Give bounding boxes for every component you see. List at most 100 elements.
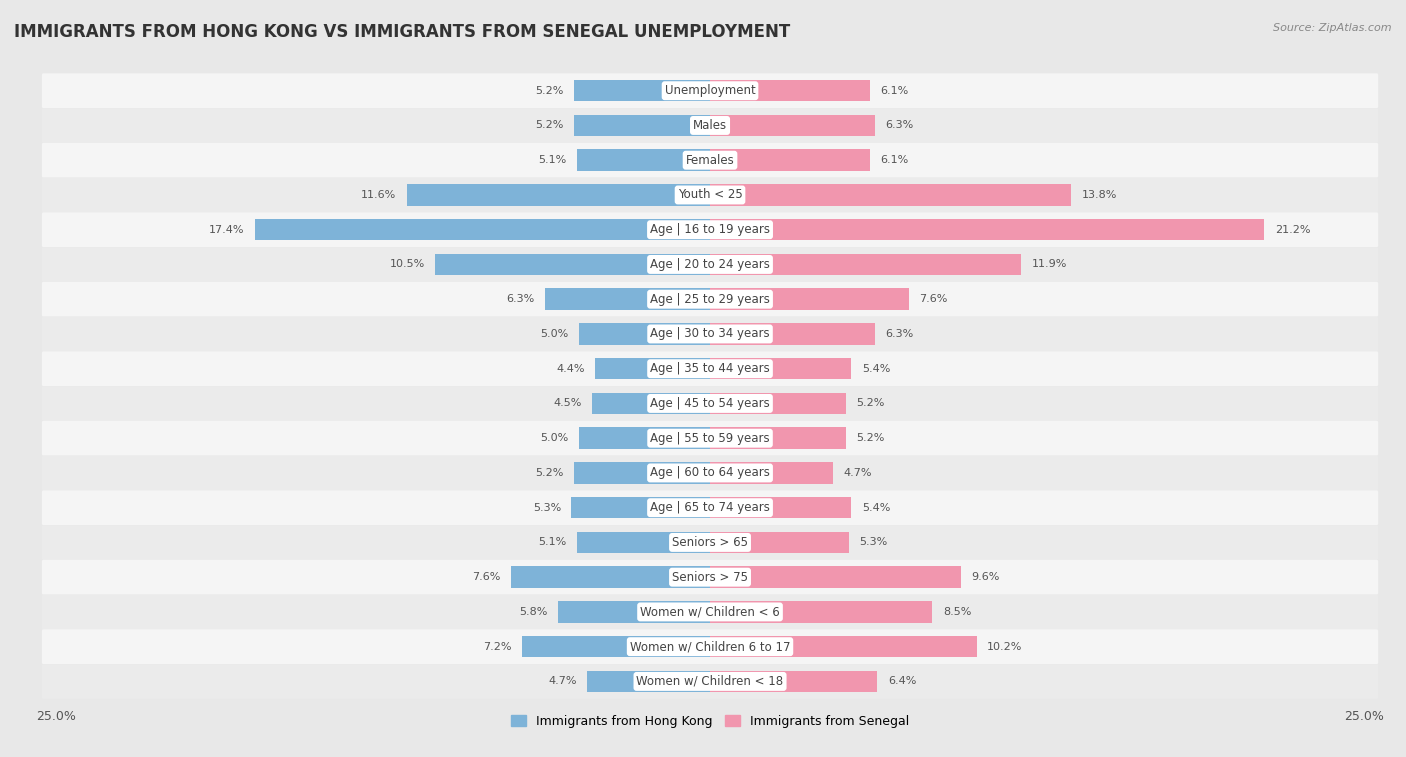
Text: IMMIGRANTS FROM HONG KONG VS IMMIGRANTS FROM SENEGAL UNEMPLOYMENT: IMMIGRANTS FROM HONG KONG VS IMMIGRANTS … [14, 23, 790, 41]
Text: 5.2%: 5.2% [536, 86, 564, 95]
Text: 5.8%: 5.8% [519, 607, 548, 617]
Text: Age | 45 to 54 years: Age | 45 to 54 years [650, 397, 770, 410]
Text: 5.4%: 5.4% [862, 503, 890, 512]
FancyBboxPatch shape [42, 108, 1378, 143]
Text: 13.8%: 13.8% [1081, 190, 1116, 200]
Bar [710, 671, 877, 692]
Text: Age | 65 to 74 years: Age | 65 to 74 years [650, 501, 770, 514]
Bar [595, 358, 710, 379]
Text: Women w/ Children < 6: Women w/ Children < 6 [640, 606, 780, 618]
Text: 21.2%: 21.2% [1275, 225, 1310, 235]
FancyBboxPatch shape [42, 456, 1378, 491]
FancyBboxPatch shape [42, 212, 1378, 247]
Text: Women w/ Children 6 to 17: Women w/ Children 6 to 17 [630, 640, 790, 653]
FancyBboxPatch shape [42, 386, 1378, 421]
Bar [710, 80, 869, 101]
Text: 5.0%: 5.0% [540, 433, 569, 443]
Bar [710, 184, 1071, 206]
Bar [579, 323, 710, 344]
Text: Age | 55 to 59 years: Age | 55 to 59 years [650, 431, 770, 444]
FancyBboxPatch shape [42, 421, 1378, 456]
Text: 11.9%: 11.9% [1032, 260, 1067, 269]
Text: 5.2%: 5.2% [536, 468, 564, 478]
FancyBboxPatch shape [42, 629, 1378, 664]
Text: 6.4%: 6.4% [887, 677, 917, 687]
Text: 4.4%: 4.4% [555, 363, 585, 374]
Bar [710, 254, 1021, 276]
Bar [579, 428, 710, 449]
Bar [574, 80, 710, 101]
FancyBboxPatch shape [42, 491, 1378, 525]
FancyBboxPatch shape [42, 560, 1378, 594]
Text: 7.2%: 7.2% [482, 642, 512, 652]
Text: Source: ZipAtlas.com: Source: ZipAtlas.com [1274, 23, 1392, 33]
Bar [710, 288, 908, 310]
FancyBboxPatch shape [42, 73, 1378, 108]
Text: 8.5%: 8.5% [943, 607, 972, 617]
Text: 5.3%: 5.3% [533, 503, 561, 512]
Bar [436, 254, 710, 276]
FancyBboxPatch shape [42, 316, 1378, 351]
Legend: Immigrants from Hong Kong, Immigrants from Senegal: Immigrants from Hong Kong, Immigrants fr… [506, 710, 914, 733]
Text: Age | 25 to 29 years: Age | 25 to 29 years [650, 293, 770, 306]
FancyBboxPatch shape [42, 525, 1378, 560]
Bar [710, 323, 875, 344]
Text: Youth < 25: Youth < 25 [678, 188, 742, 201]
Text: 7.6%: 7.6% [472, 572, 501, 582]
Bar [546, 288, 710, 310]
Bar [254, 219, 710, 241]
Bar [710, 149, 869, 171]
Text: Age | 16 to 19 years: Age | 16 to 19 years [650, 223, 770, 236]
Text: 6.3%: 6.3% [506, 294, 534, 304]
Text: 5.0%: 5.0% [540, 329, 569, 339]
Text: 5.4%: 5.4% [862, 363, 890, 374]
Bar [576, 149, 710, 171]
Bar [710, 358, 851, 379]
Text: Males: Males [693, 119, 727, 132]
Text: Females: Females [686, 154, 734, 167]
Text: 4.7%: 4.7% [548, 677, 576, 687]
Text: 4.5%: 4.5% [554, 398, 582, 409]
FancyBboxPatch shape [42, 282, 1378, 316]
Text: Women w/ Children < 18: Women w/ Children < 18 [637, 675, 783, 688]
Bar [512, 566, 710, 588]
Bar [710, 601, 932, 623]
Text: 17.4%: 17.4% [209, 225, 245, 235]
Bar [710, 463, 832, 484]
Bar [710, 393, 846, 414]
Text: 6.1%: 6.1% [880, 155, 908, 165]
Text: Age | 20 to 24 years: Age | 20 to 24 years [650, 258, 770, 271]
FancyBboxPatch shape [42, 594, 1378, 629]
Text: 5.1%: 5.1% [538, 155, 567, 165]
FancyBboxPatch shape [42, 664, 1378, 699]
Text: 6.3%: 6.3% [886, 329, 914, 339]
Text: 10.5%: 10.5% [389, 260, 425, 269]
Text: Age | 60 to 64 years: Age | 60 to 64 years [650, 466, 770, 479]
Text: 5.2%: 5.2% [856, 433, 884, 443]
Bar [574, 463, 710, 484]
Bar [522, 636, 710, 657]
Bar [406, 184, 710, 206]
Text: Age | 35 to 44 years: Age | 35 to 44 years [650, 362, 770, 375]
Text: 7.6%: 7.6% [920, 294, 948, 304]
Bar [710, 428, 846, 449]
FancyBboxPatch shape [42, 143, 1378, 178]
Bar [710, 531, 849, 553]
Text: 10.2%: 10.2% [987, 642, 1022, 652]
Text: 6.3%: 6.3% [886, 120, 914, 130]
Bar [710, 566, 962, 588]
Text: 5.2%: 5.2% [856, 398, 884, 409]
Bar [576, 531, 710, 553]
Text: Age | 30 to 34 years: Age | 30 to 34 years [650, 328, 770, 341]
Bar [588, 671, 710, 692]
Text: 5.2%: 5.2% [536, 120, 564, 130]
FancyBboxPatch shape [42, 178, 1378, 212]
Text: 9.6%: 9.6% [972, 572, 1000, 582]
Text: Seniors > 75: Seniors > 75 [672, 571, 748, 584]
Text: 5.1%: 5.1% [538, 537, 567, 547]
Bar [571, 497, 710, 519]
FancyBboxPatch shape [42, 351, 1378, 386]
Text: 5.3%: 5.3% [859, 537, 887, 547]
Bar [710, 219, 1264, 241]
Text: 11.6%: 11.6% [361, 190, 396, 200]
